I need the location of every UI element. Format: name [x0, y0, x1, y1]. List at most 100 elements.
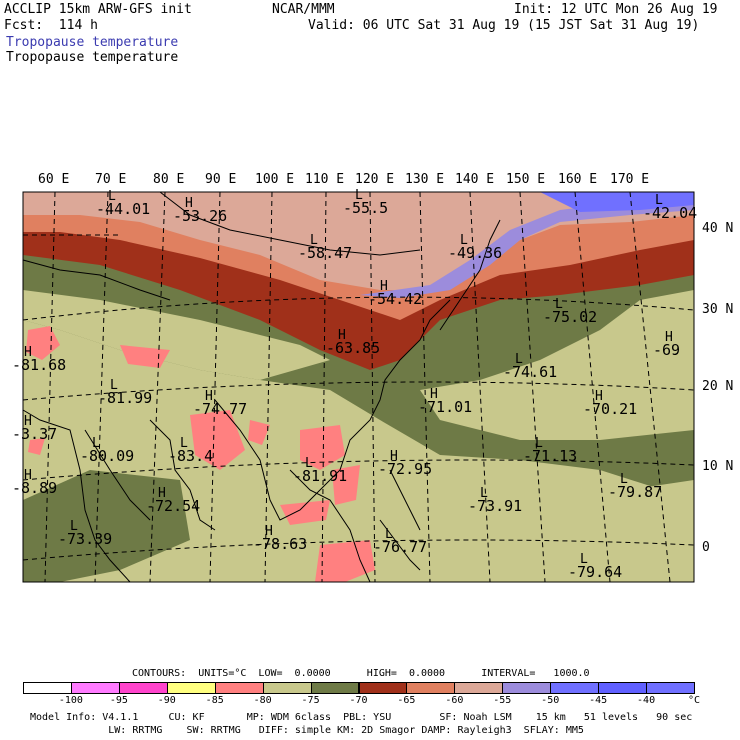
- colorbar-cell-10: [502, 682, 552, 694]
- extreme-25: H-78.63: [253, 524, 307, 553]
- colorbar-tick-10: -50: [541, 695, 560, 706]
- colorbar-tick-9: -55: [493, 695, 512, 706]
- center-name: NCAR/MMM: [272, 2, 335, 17]
- extreme-value: -74.77: [193, 400, 247, 418]
- extreme-11: L-81.99: [98, 378, 152, 407]
- extreme-value: -44.01: [96, 200, 150, 218]
- extreme-value: -73.39: [58, 530, 112, 548]
- colorbar-cell-5: [262, 682, 312, 694]
- extreme-26: L-76.77: [373, 527, 427, 556]
- lat-label-4: 0: [702, 540, 710, 555]
- lon-label-11: 170 E: [610, 172, 650, 187]
- lon-label-7: 130 E: [405, 172, 445, 187]
- lat-label-0: 40 N: [702, 221, 734, 236]
- extreme-marker: H: [265, 524, 273, 539]
- extreme-marker: H: [158, 486, 166, 501]
- lon-label-5: 110 E: [305, 172, 345, 187]
- extreme-10: H-81.68: [12, 345, 66, 374]
- extreme-value: -81.68: [12, 356, 66, 374]
- graticule: [22, 191, 695, 583]
- extreme-1: H-53.26: [173, 196, 227, 225]
- extreme-marker: H: [205, 389, 213, 404]
- colorbar-tick-11: -45: [589, 695, 608, 706]
- extreme-5: L-42.04: [643, 193, 697, 222]
- extreme-value: -72.95: [378, 460, 432, 478]
- colorbar-cell-9: [454, 682, 504, 694]
- extreme-value: -79.64: [568, 563, 622, 581]
- colorbar-cell-6: [310, 682, 360, 694]
- extreme-value: -42.04: [643, 204, 697, 222]
- extreme-marker: H: [390, 449, 398, 464]
- extreme-value: -72.54: [146, 497, 200, 515]
- extreme-marker: L: [555, 297, 563, 312]
- map-frame: [22, 191, 695, 583]
- lon-label-10: 160 E: [558, 172, 598, 187]
- colorbar-cell-7: [358, 682, 408, 694]
- lon-label-1: 70 E: [95, 172, 127, 187]
- colorbar-tick-4: -80: [253, 695, 272, 706]
- extreme-23: L-73.91: [468, 486, 522, 515]
- extreme-value: -78.63: [253, 535, 307, 553]
- model-info-line2: LW: RRTMG SW: RRTMG DIFF: simple KM: 2D …: [30, 725, 584, 736]
- shade-minus45: [540, 192, 694, 212]
- init-time: Init: 12 UTC Mon 26 Aug 19: [514, 2, 718, 17]
- extreme-value: -71.01: [418, 398, 472, 416]
- extreme-value: -70.21: [583, 400, 637, 418]
- extreme-marker: H: [24, 345, 32, 360]
- extreme-marker: L: [480, 486, 488, 501]
- extreme-value: -79.87: [608, 483, 662, 501]
- extreme-marker: H: [665, 330, 673, 345]
- extreme-13: L-74.61: [503, 352, 557, 381]
- extreme-value: -73.91: [468, 497, 522, 515]
- extreme-value: -53.26: [173, 207, 227, 225]
- lon-label-2: 80 E: [153, 172, 185, 187]
- extreme-marker: L: [515, 352, 523, 367]
- extreme-marker: H: [595, 389, 603, 404]
- extreme-marker: L: [92, 436, 100, 451]
- shaded-field-title: Tropopause temperature: [6, 35, 179, 50]
- extreme-marker: L: [108, 189, 116, 204]
- extreme-marker: H: [24, 414, 32, 429]
- extreme-value: -69: [653, 341, 680, 359]
- extreme-2: L-55.5: [343, 188, 388, 217]
- extreme-15: H-70.21: [583, 389, 637, 418]
- extreme-0: L-44.01: [96, 189, 150, 218]
- extreme-marker: L: [355, 188, 363, 203]
- extreme-marker: L: [535, 436, 543, 451]
- model-title: ACCLIP 15km ARW-GFS init: [4, 2, 192, 17]
- colorbar-tick-0: -100: [58, 695, 83, 706]
- shade-minus70-sw: [23, 470, 190, 582]
- extreme-marker: H: [430, 387, 438, 402]
- lon-label-0: 60 E: [38, 172, 70, 187]
- extreme-18: L-81.91: [293, 456, 347, 485]
- colorbar-tick-3: -85: [205, 695, 224, 706]
- valid-time: Valid: 06 UTC Sat 31 Aug 19 (15 JST Sat …: [308, 18, 700, 33]
- lon-label-3: 90 E: [205, 172, 237, 187]
- extreme-12: H-74.77: [193, 389, 247, 418]
- lon-label-4: 100 E: [255, 172, 295, 187]
- contour-info: CONTOURS: UNITS=°C LOW= 0.0000 HIGH= 0.0…: [132, 668, 590, 679]
- extreme-19: H-72.95: [378, 449, 432, 478]
- colorbar-cell-4: [214, 682, 264, 694]
- extreme-value: -83.4: [168, 447, 213, 465]
- model-info-line1: Model Info: V4.1.1 CU: KF MP: WDM 6class…: [30, 712, 693, 723]
- extreme-marker: L: [305, 456, 313, 471]
- extreme-21: L-79.87: [608, 472, 662, 501]
- colorbar-cell-1: [70, 682, 120, 694]
- extreme-value: -71.13: [523, 447, 577, 465]
- extreme-marker: L: [460, 233, 468, 248]
- extreme-marker: H: [24, 468, 32, 483]
- shaded-field: [23, 192, 694, 582]
- extreme-marker: H: [185, 196, 193, 211]
- extreme-value: -80.09: [80, 447, 134, 465]
- colorbar-cell-13: [646, 682, 695, 694]
- colorbar-cell-12: [598, 682, 648, 694]
- colorbar-tick-6: -70: [349, 695, 368, 706]
- extreme-3: L-58.47: [298, 233, 352, 262]
- extreme-marker: L: [110, 378, 118, 393]
- extreme-marker: H: [380, 279, 388, 294]
- extreme-9: H-69: [653, 330, 680, 359]
- colorbar-tick-12: -40: [637, 695, 656, 706]
- extreme-marker: L: [310, 233, 318, 248]
- colorbar-cell-2: [118, 682, 168, 694]
